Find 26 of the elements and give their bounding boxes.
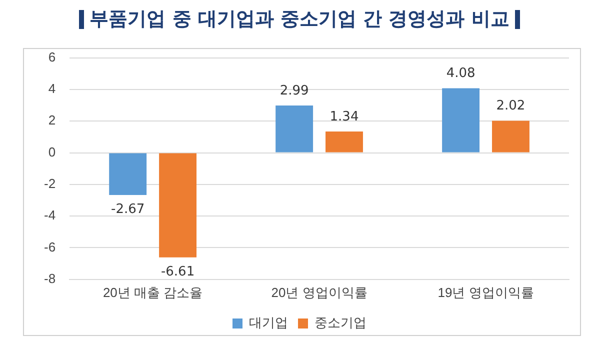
y-tick-label: 0 bbox=[48, 144, 56, 160]
y-tick-label: -4 bbox=[44, 208, 56, 223]
y-tick-label: -6 bbox=[44, 239, 56, 254]
y-tick-label: -8 bbox=[44, 270, 56, 286]
bar bbox=[492, 120, 530, 152]
data-label: 1.34 bbox=[330, 109, 359, 124]
x-tick-label: 20년 매출 감소율 bbox=[102, 284, 203, 300]
data-label: 4.08 bbox=[446, 66, 476, 82]
y-tick-label: 2 bbox=[48, 112, 56, 128]
y-tick-label: 4 bbox=[48, 81, 56, 96]
data-label: -6.61 bbox=[160, 264, 195, 280]
bar bbox=[276, 105, 314, 152]
bar bbox=[159, 153, 196, 258]
x-tick-label: 20년 영업이익률 bbox=[271, 284, 368, 300]
chart-title: 부품기업 중 대기업과 중소기업 간 경영성과 비교 bbox=[90, 7, 510, 32]
y-tick-label: 6 bbox=[48, 49, 56, 64]
bar bbox=[326, 132, 363, 152]
data-label: 2.99 bbox=[280, 83, 309, 98]
bar bbox=[109, 153, 147, 196]
legend-label: 대기업 bbox=[249, 315, 288, 330]
data-label: 2.02 bbox=[496, 98, 526, 114]
bar bbox=[442, 88, 480, 152]
data-label: -2.67 bbox=[111, 202, 145, 217]
y-tick-label: -2 bbox=[44, 176, 56, 192]
x-tick-label: 19년 영업이익률 bbox=[438, 284, 534, 300]
legend-label: 중소기업 bbox=[314, 315, 366, 330]
